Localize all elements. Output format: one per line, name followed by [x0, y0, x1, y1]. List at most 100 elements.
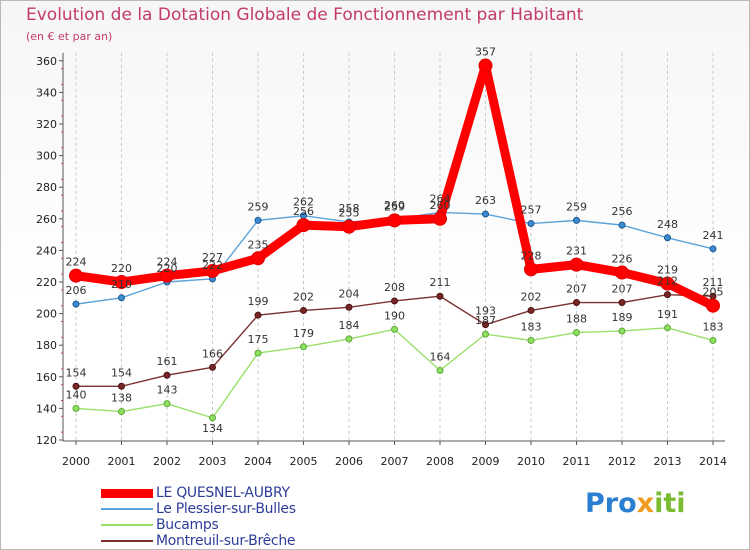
data-point — [615, 265, 629, 280]
legend: LE QUESNEL-AUBRY Le Plessier-sur-Bulles Bu… — [101, 485, 361, 549]
data-point — [391, 325, 398, 333]
data-point — [709, 336, 717, 344]
data-label: 211 — [703, 276, 724, 289]
data-point — [618, 221, 626, 229]
data-label: 179 — [293, 327, 314, 340]
data-point — [72, 300, 80, 308]
data-point — [160, 268, 174, 283]
series-group — [69, 58, 720, 422]
y-tick-label: 160 — [36, 371, 57, 384]
data-point — [478, 58, 493, 73]
x-tick-label: 2000 — [62, 455, 90, 468]
legend-swatch — [101, 540, 153, 542]
data-point — [118, 294, 125, 302]
y-tick-label: 340 — [36, 86, 57, 99]
data-point — [254, 311, 262, 319]
x-tick-label: 2013 — [654, 455, 682, 468]
data-label: 189 — [612, 311, 633, 324]
legend-label: Le Plessier-sur-Bulles — [156, 501, 296, 517]
y-tick-label: 200 — [36, 308, 57, 321]
data-label: 259 — [248, 200, 269, 213]
data-label: 248 — [657, 218, 678, 231]
data-label: 220 — [111, 262, 132, 275]
data-point — [436, 366, 444, 374]
data-point — [664, 291, 671, 299]
x-tick-label: 2006 — [335, 455, 363, 468]
data-label: 207 — [612, 283, 633, 296]
logo-part-1: Pro — [585, 488, 637, 519]
y-tick-label: 180 — [36, 339, 57, 352]
legend-item: LE QUESNEL-AUBRY — [101, 485, 361, 501]
data-point — [300, 343, 307, 351]
data-point — [573, 299, 580, 307]
data-label: 205 — [703, 286, 724, 299]
x-tick-label: 2007 — [381, 455, 409, 468]
data-point — [709, 245, 717, 253]
data-label: 166 — [202, 347, 223, 360]
data-label: 161 — [157, 355, 178, 368]
data-point — [209, 414, 216, 422]
data-point — [163, 371, 171, 379]
x-tick-label: 2014 — [699, 455, 727, 468]
data-label: 199 — [248, 295, 269, 308]
data-label: 164 — [430, 350, 451, 363]
y-tick-label: 360 — [36, 55, 57, 68]
data-label: 257 — [521, 204, 542, 217]
data-label: 255 — [339, 207, 360, 220]
data-label: 224 — [157, 256, 178, 269]
data-label: 228 — [521, 249, 542, 262]
data-label: 222 — [202, 259, 223, 272]
data-point — [118, 382, 125, 390]
x-tick-label: 2001 — [108, 455, 136, 468]
data-point — [72, 382, 80, 390]
x-tick-label: 2002 — [153, 455, 181, 468]
data-point — [391, 297, 398, 305]
data-point — [254, 216, 262, 224]
data-point — [72, 404, 80, 412]
data-point — [573, 216, 580, 224]
data-point — [296, 218, 311, 233]
y-tick-label: 320 — [36, 118, 57, 131]
data-label: 208 — [384, 281, 405, 294]
data-label: 184 — [339, 319, 360, 332]
data-label: 264 — [430, 192, 451, 205]
data-point — [300, 306, 307, 314]
data-label: 259 — [384, 200, 405, 213]
data-label: 260 — [384, 199, 405, 212]
data-label: 256 — [293, 205, 314, 218]
x-tick-label: 2009 — [472, 455, 500, 468]
data-point — [618, 299, 626, 307]
y-tick-label: 280 — [36, 181, 57, 194]
data-label: 224 — [66, 256, 87, 269]
data-label: 206 — [66, 284, 87, 297]
data-label: 154 — [111, 366, 132, 379]
data-point — [706, 298, 720, 313]
data-label: 191 — [657, 308, 678, 321]
legend-swatch — [101, 524, 153, 526]
x-tick-label: 2008 — [426, 455, 454, 468]
data-label: 154 — [66, 366, 87, 379]
proxiti-logo: Proxiti — [585, 488, 686, 519]
grid-lines — [75, 52, 714, 440]
data-label: 193 — [475, 305, 496, 318]
chart-title: Evolution de la Dotation Globale de Fonc… — [26, 5, 584, 25]
data-point — [618, 327, 626, 335]
data-point — [163, 400, 171, 408]
data-point — [573, 329, 580, 337]
logo-part-3: iti — [654, 488, 686, 519]
legend-swatch — [101, 508, 153, 510]
data-label: 258 — [339, 202, 360, 215]
legend-label: Bucamps — [156, 517, 219, 533]
data-label: 134 — [202, 422, 223, 435]
data-label: 231 — [566, 245, 587, 258]
data-label: 143 — [157, 384, 178, 397]
data-label: 188 — [566, 313, 587, 326]
data-label: 241 — [703, 229, 724, 242]
data-label: 140 — [66, 388, 87, 401]
legend-item: Bucamps — [101, 517, 361, 533]
data-label: 202 — [293, 290, 314, 303]
data-label: 210 — [111, 278, 132, 291]
data-point — [254, 349, 262, 357]
data-point — [209, 363, 216, 371]
